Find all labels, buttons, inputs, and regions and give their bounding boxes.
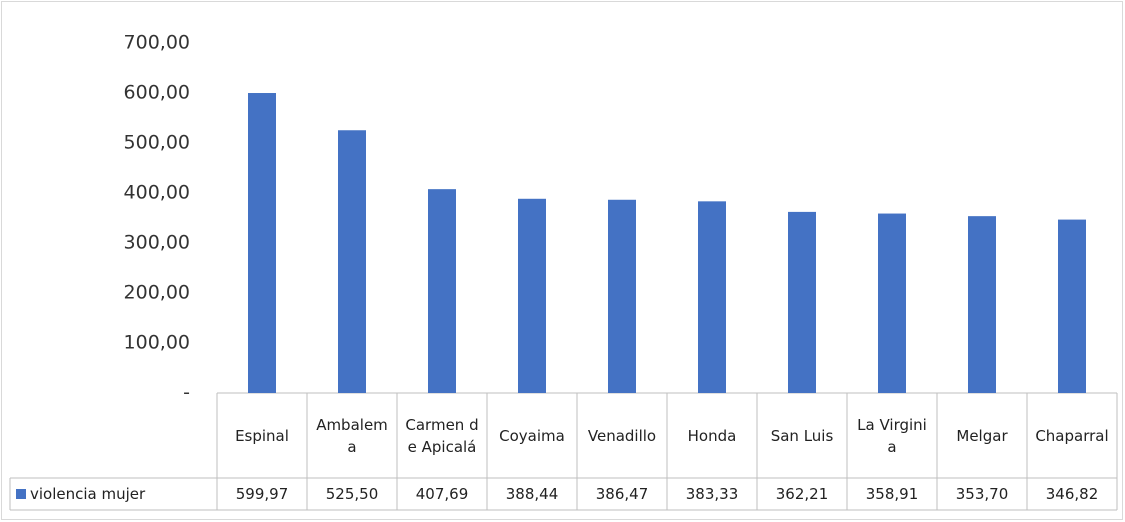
data-table-value: 525,50 bbox=[325, 485, 379, 503]
x-tick-label: Ambalema bbox=[316, 415, 388, 456]
x-tick-label: La Virginia bbox=[857, 415, 927, 456]
data-table-value: 386,47 bbox=[595, 485, 649, 503]
bar bbox=[878, 213, 906, 393]
data-table-value: 407,69 bbox=[415, 485, 469, 503]
bar bbox=[338, 130, 366, 393]
x-tick-label: Melgar bbox=[956, 426, 1008, 445]
x-tick-label: San Luis bbox=[770, 426, 834, 445]
y-tick-label: 400,00 bbox=[124, 182, 190, 204]
bar bbox=[698, 201, 726, 393]
legend-label: violencia mujer bbox=[30, 485, 146, 503]
data-table-value: 346,82 bbox=[1045, 485, 1099, 503]
data-table-value: 388,44 bbox=[505, 485, 559, 503]
legend-swatch bbox=[16, 489, 26, 499]
y-tick-label: 700,00 bbox=[124, 32, 190, 54]
bar bbox=[1058, 219, 1086, 393]
bar bbox=[608, 199, 636, 393]
bar bbox=[968, 216, 996, 393]
bar bbox=[788, 211, 816, 393]
y-tick-label: 600,00 bbox=[124, 82, 190, 104]
y-tick-label: 500,00 bbox=[124, 132, 190, 154]
x-tick-label: Chaparral bbox=[1035, 426, 1109, 445]
x-tick-label: Carmen de Apicalá bbox=[405, 415, 479, 456]
y-tick-label: 300,00 bbox=[124, 232, 190, 254]
x-tick-label: Espinal bbox=[235, 426, 289, 445]
y-tick-label: - bbox=[183, 382, 190, 404]
x-tick-label: Venadillo bbox=[587, 426, 657, 445]
x-tick-label: Coyaima bbox=[499, 426, 565, 445]
x-tick-label: Honda bbox=[687, 426, 737, 445]
y-tick-label: 200,00 bbox=[124, 282, 190, 304]
bar bbox=[518, 198, 546, 393]
data-table-value: 353,70 bbox=[955, 485, 1009, 503]
bar bbox=[248, 93, 276, 393]
bar bbox=[428, 189, 456, 393]
data-table-value: 383,33 bbox=[685, 485, 739, 503]
data-table-value: 362,21 bbox=[775, 485, 829, 503]
data-table-value: 599,97 bbox=[235, 485, 289, 503]
y-tick-label: 100,00 bbox=[124, 332, 190, 354]
data-table-value: 358,91 bbox=[865, 485, 919, 503]
